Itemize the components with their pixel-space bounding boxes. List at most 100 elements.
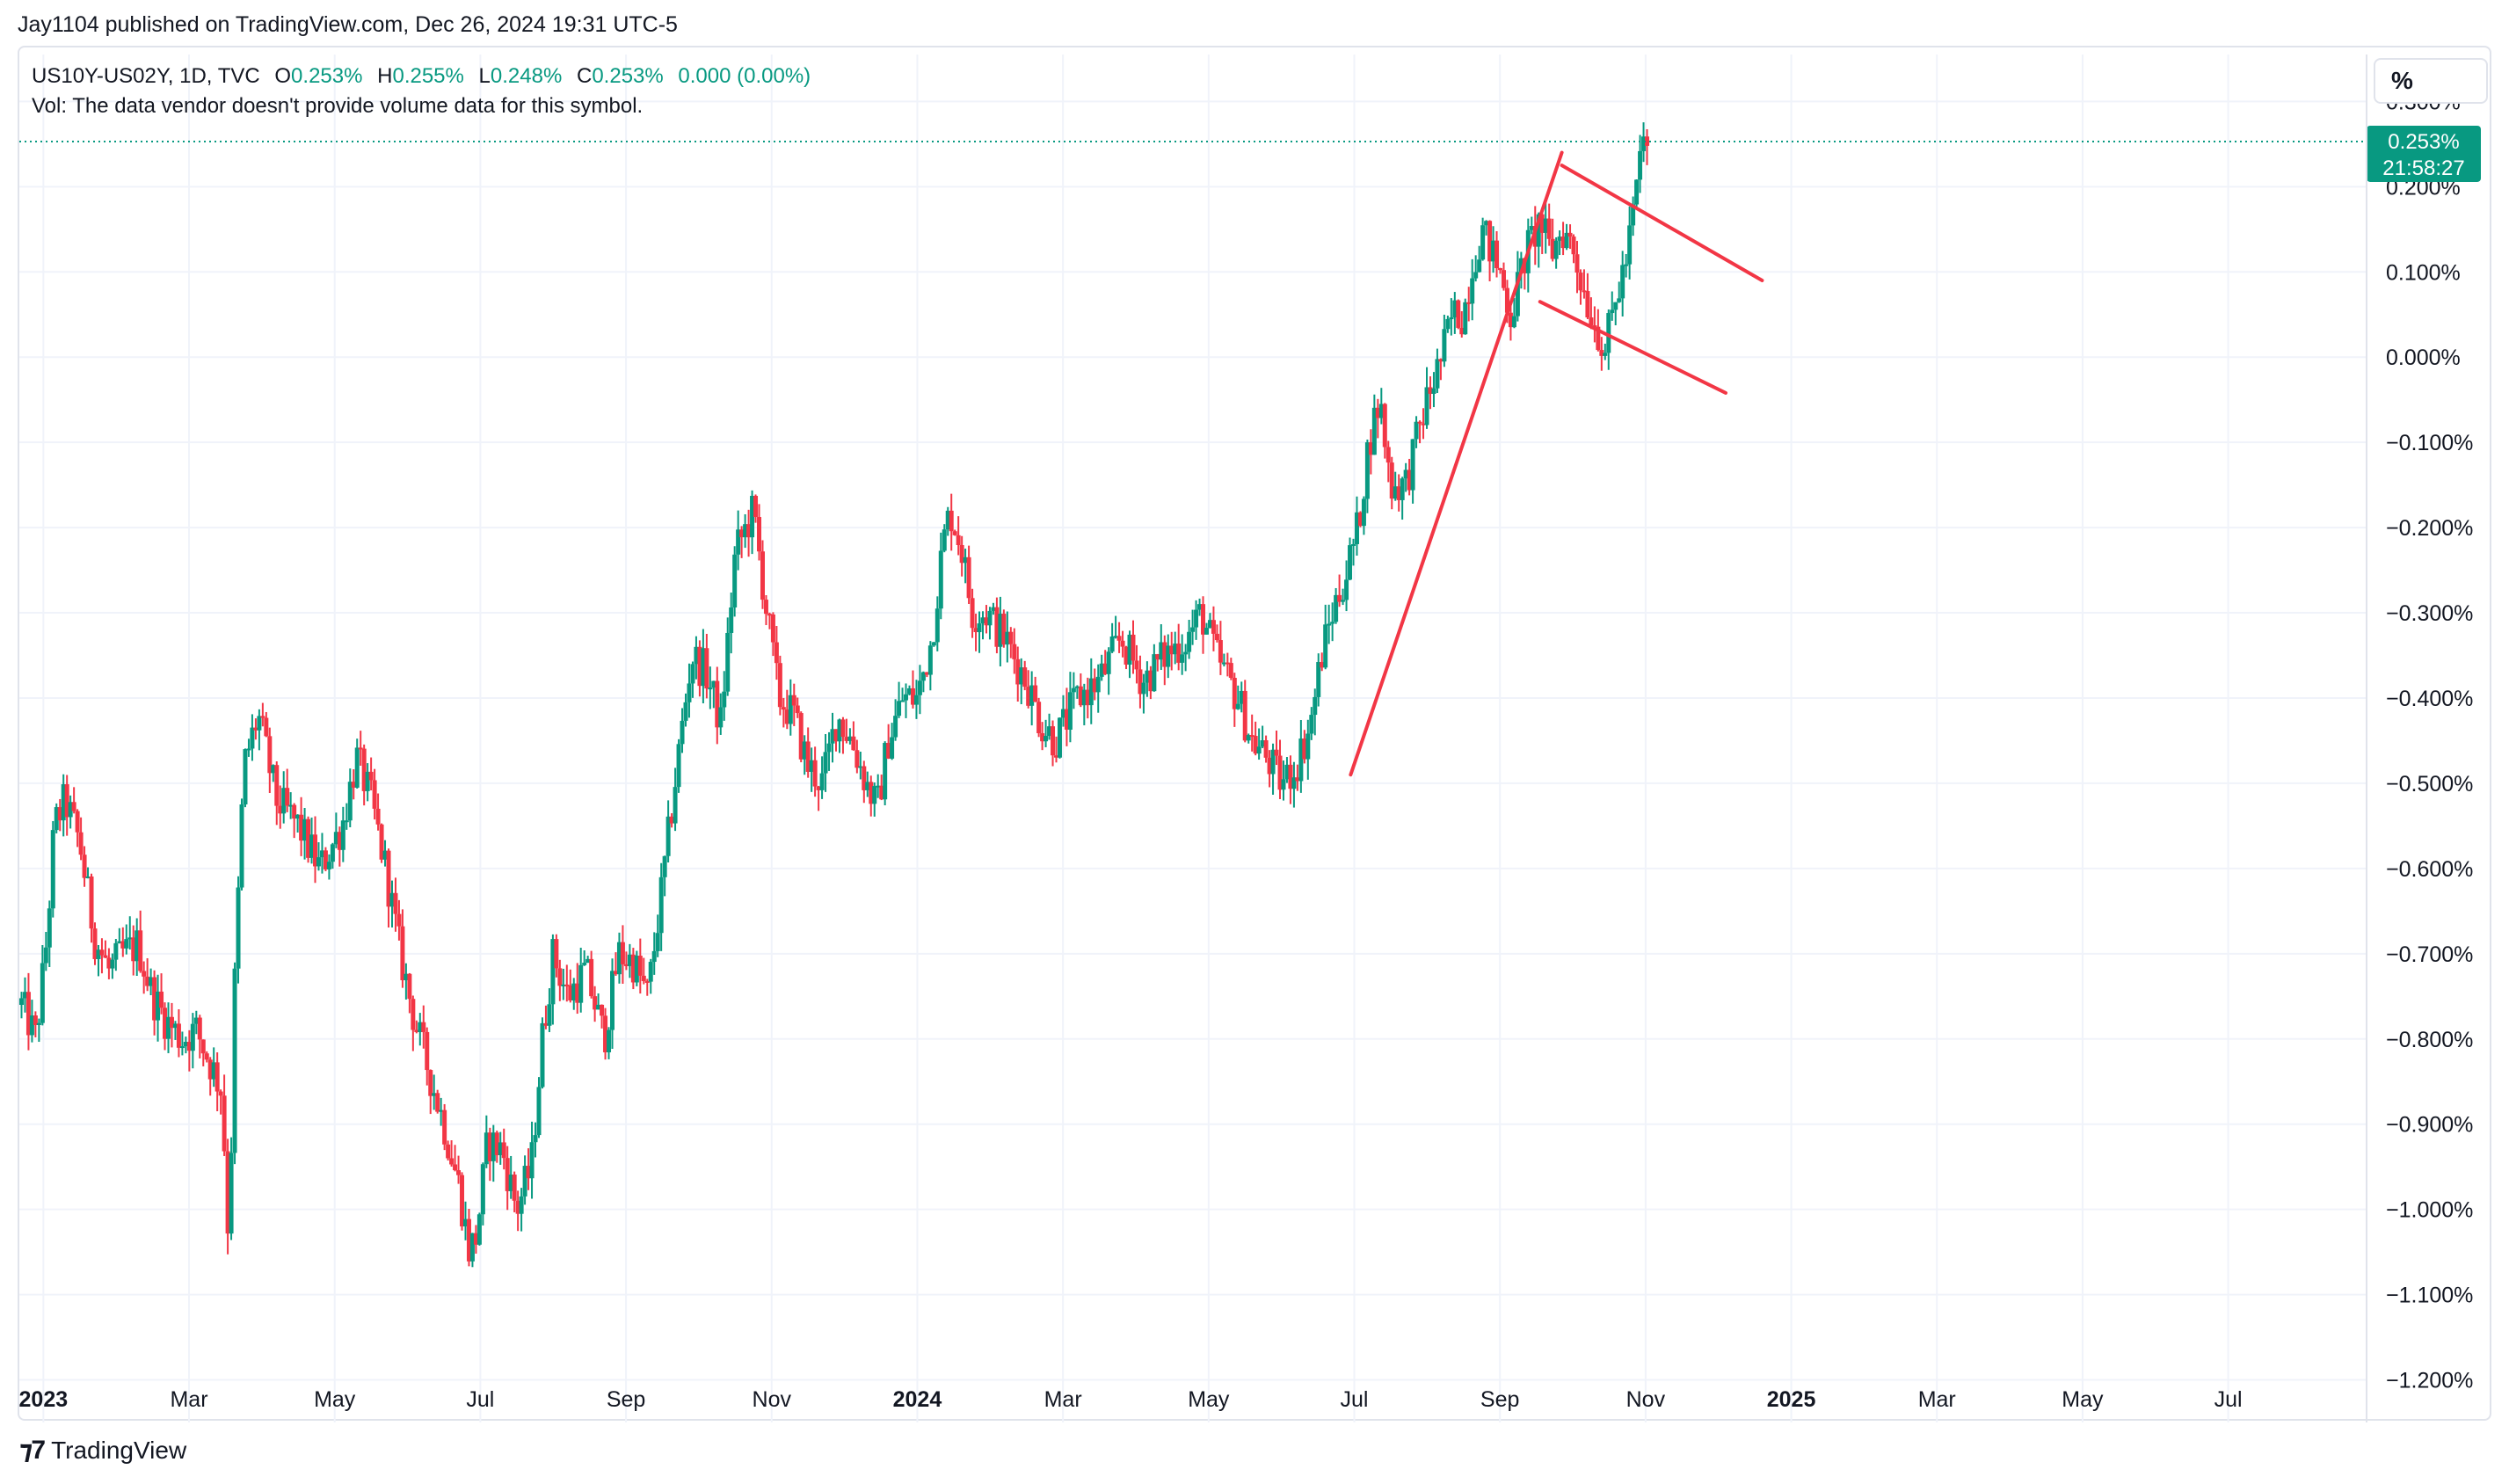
candle-body [1152, 654, 1157, 692]
candle-body [85, 876, 91, 878]
candle-body [1442, 329, 1447, 362]
candle-body [927, 645, 933, 675]
candle-body [770, 614, 775, 643]
candle-body [229, 1153, 234, 1234]
candle-body [288, 804, 294, 807]
candle-body [855, 750, 860, 768]
candle-body [47, 908, 52, 948]
candle-body [1088, 678, 1094, 706]
candle-body [110, 959, 115, 969]
candle-body [840, 719, 846, 738]
candle-body [543, 1022, 549, 1026]
candle-body [323, 850, 328, 869]
candle-body [25, 992, 31, 1036]
pole-trendline[interactable] [1349, 150, 1564, 777]
candle-body [956, 535, 961, 546]
candle-body [1582, 290, 1587, 293]
candle-body [1431, 388, 1436, 394]
x-tick-label: Mar [170, 1387, 207, 1412]
candle-body [351, 782, 356, 788]
candle-body [54, 807, 59, 831]
candle-body [1456, 300, 1461, 328]
candle-body [564, 984, 570, 986]
candle-body [113, 942, 119, 960]
candle-body [1302, 738, 1307, 760]
candle-body [1235, 703, 1240, 709]
candle-body [1564, 232, 1569, 249]
candle-body [522, 1166, 527, 1197]
candle-body [743, 524, 748, 538]
candle-body [1204, 628, 1209, 635]
percent-scale-button[interactable]: % [2374, 58, 2488, 104]
candle-body [655, 933, 660, 951]
candle-body [858, 766, 863, 768]
candle-body [1382, 404, 1387, 447]
candle-body [1348, 545, 1353, 580]
candle-body [1060, 709, 1065, 718]
brand[interactable]: ⁊7 TradingView [19, 1435, 186, 1466]
candle-body [1148, 670, 1153, 692]
candle-body [365, 771, 370, 791]
candle-body [236, 887, 241, 969]
candle-body [1040, 733, 1045, 742]
candle-body [61, 784, 66, 821]
candle-body [1194, 609, 1199, 628]
candle-body [501, 1142, 506, 1159]
y-tick-label: −0.800% [2386, 1028, 2473, 1052]
candle-body [152, 977, 157, 1021]
candle-body [460, 1175, 465, 1226]
candle-body [462, 1218, 468, 1226]
candle-body [1298, 738, 1304, 782]
candle-body [163, 1008, 168, 1039]
candle-body [179, 1046, 185, 1049]
candle-body [446, 1144, 451, 1159]
candle-body [883, 743, 888, 800]
candle-body [309, 834, 315, 858]
candle-body [1578, 273, 1583, 291]
candle-body [1641, 136, 1647, 151]
candle-body [1393, 486, 1398, 499]
x-tick-label: Mar [1918, 1387, 1956, 1412]
candle-body [1176, 644, 1182, 663]
candle-body [225, 1151, 230, 1234]
candle-body [337, 832, 342, 850]
candle-body [931, 642, 936, 646]
x-tick-label: Sep [607, 1387, 645, 1412]
candle-body [218, 1091, 223, 1096]
candle-body [1645, 136, 1650, 146]
legend-close-value: 0.253% [592, 64, 664, 88]
candle-body [526, 1166, 531, 1179]
candle-body [1599, 350, 1604, 356]
candle-body [442, 1109, 447, 1145]
y-tick-label: 0.100% [2386, 260, 2461, 285]
candle-body [1313, 696, 1318, 716]
y-tick-label: −0.300% [2386, 601, 2473, 626]
candle-body [1036, 702, 1042, 734]
candle-body [970, 598, 975, 629]
candle-body [651, 950, 657, 963]
candle-body [281, 788, 287, 814]
candle-body [826, 743, 832, 753]
candle-body [71, 802, 76, 811]
candle-body [400, 926, 405, 980]
legend-symbol[interactable]: US10Y-US02Y, 1D, TVC [32, 64, 260, 88]
candle-body [669, 816, 674, 824]
candle-body [340, 820, 345, 850]
candle-body [886, 743, 891, 759]
candle-body [204, 1053, 209, 1060]
candle-body [1491, 240, 1496, 262]
candle-body [1145, 670, 1150, 683]
flag-lower-trendline[interactable] [1538, 300, 1727, 395]
candle-body [418, 1022, 423, 1033]
flag-upper-trendline[interactable] [1560, 164, 1764, 282]
x-tick-label: Nov [1626, 1387, 1666, 1412]
candle-body [1529, 226, 1534, 230]
candle-body [847, 736, 853, 741]
candle-body [1361, 498, 1366, 527]
candle-body [1127, 634, 1132, 665]
candle-body [1480, 225, 1486, 260]
candle-body [529, 1142, 535, 1179]
candle-body [644, 980, 650, 983]
candle-body [665, 816, 671, 856]
